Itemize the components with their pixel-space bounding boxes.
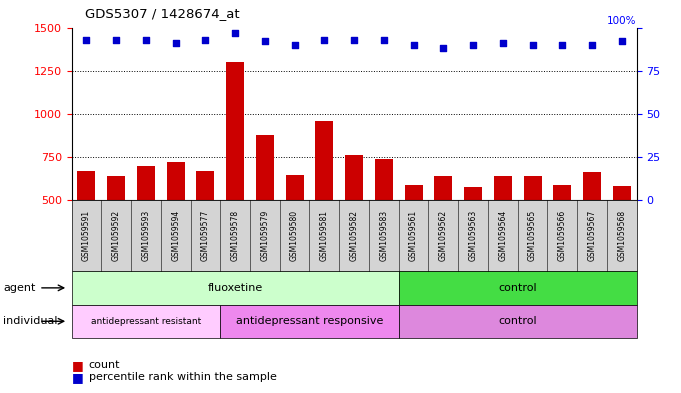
Text: GSM1059578: GSM1059578	[231, 210, 240, 261]
Text: GSM1059567: GSM1059567	[588, 210, 597, 261]
Point	[468, 42, 479, 48]
Point	[379, 37, 390, 43]
Text: GSM1059568: GSM1059568	[618, 210, 627, 261]
Text: ■: ■	[72, 359, 83, 372]
Bar	[167, 162, 185, 287]
Text: agent: agent	[3, 283, 36, 293]
Text: fluoxetine: fluoxetine	[208, 283, 263, 293]
Text: GSM1059577: GSM1059577	[201, 210, 210, 261]
Bar	[613, 186, 631, 287]
Text: count: count	[89, 360, 120, 371]
Bar	[345, 156, 363, 287]
Text: GSM1059591: GSM1059591	[82, 210, 91, 261]
Point	[557, 42, 568, 48]
Point	[497, 40, 508, 46]
Point	[408, 42, 419, 48]
Text: 100%: 100%	[607, 16, 637, 26]
Text: GSM1059592: GSM1059592	[112, 210, 121, 261]
Point	[170, 40, 181, 46]
Bar	[315, 121, 333, 287]
Point	[616, 38, 627, 44]
Bar	[286, 175, 304, 287]
Bar	[226, 62, 244, 287]
Text: GSM1059566: GSM1059566	[558, 210, 567, 261]
Text: antidepressant resistant: antidepressant resistant	[91, 317, 201, 326]
Point	[289, 42, 300, 48]
Text: ■: ■	[72, 371, 83, 384]
Bar	[107, 176, 125, 287]
Bar	[78, 171, 95, 287]
Point	[586, 42, 597, 48]
Bar	[137, 166, 155, 287]
Text: GSM1059565: GSM1059565	[528, 210, 537, 261]
Bar	[256, 135, 274, 287]
Point	[81, 37, 92, 43]
Text: individual: individual	[3, 316, 58, 326]
Text: GSM1059594: GSM1059594	[171, 210, 180, 261]
Text: GSM1059583: GSM1059583	[379, 210, 388, 261]
Point	[140, 37, 151, 43]
Bar	[464, 187, 482, 287]
Text: GSM1059582: GSM1059582	[349, 210, 359, 261]
Point	[259, 38, 270, 44]
Bar	[524, 176, 541, 287]
Text: control: control	[498, 316, 537, 326]
Text: GSM1059564: GSM1059564	[498, 210, 507, 261]
Point	[349, 37, 360, 43]
Text: GSM1059580: GSM1059580	[290, 210, 299, 261]
Text: control: control	[498, 283, 537, 293]
Point	[319, 37, 330, 43]
Bar	[494, 176, 512, 287]
Point	[229, 29, 240, 36]
Text: GDS5307 / 1428674_at: GDS5307 / 1428674_at	[85, 7, 240, 20]
Text: antidepressant responsive: antidepressant responsive	[236, 316, 383, 326]
Bar	[583, 172, 601, 287]
Text: percentile rank within the sample: percentile rank within the sample	[89, 372, 276, 382]
Point	[438, 45, 449, 51]
Text: GSM1059581: GSM1059581	[320, 210, 329, 261]
Text: GSM1059563: GSM1059563	[469, 210, 477, 261]
Point	[200, 37, 211, 43]
Bar	[196, 171, 215, 287]
Text: GSM1059561: GSM1059561	[409, 210, 418, 261]
Bar	[405, 185, 422, 287]
Text: GSM1059579: GSM1059579	[260, 210, 270, 261]
Point	[111, 37, 122, 43]
Point	[527, 42, 538, 48]
Bar	[434, 176, 452, 287]
Text: GSM1059562: GSM1059562	[439, 210, 448, 261]
Bar	[554, 185, 571, 287]
Text: GSM1059593: GSM1059593	[142, 210, 151, 261]
Bar	[375, 159, 393, 287]
